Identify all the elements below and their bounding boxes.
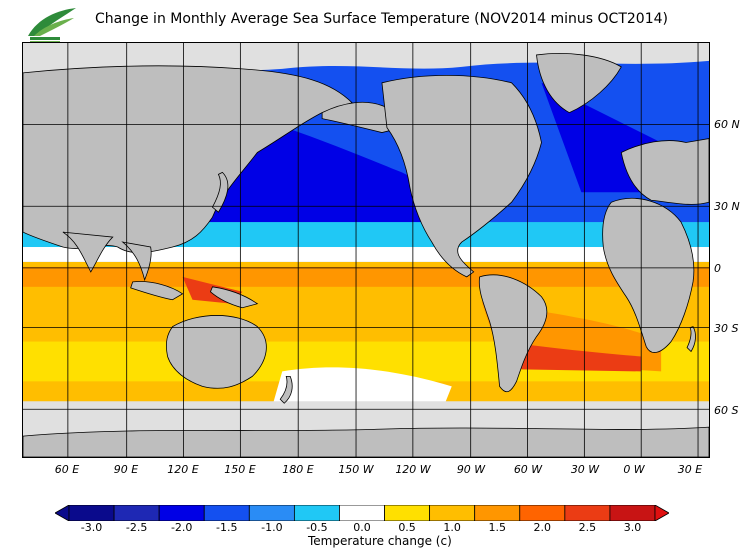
colorbar-tick-label: 0.5 xyxy=(398,521,416,534)
sst-change-map xyxy=(22,42,710,458)
lon-label-60e: 60 E xyxy=(54,463,80,476)
lat-label-60s: 60 S xyxy=(714,404,739,417)
colorbar-tick-label: 2.5 xyxy=(578,521,597,534)
colorbar-tick-label: -0.5 xyxy=(306,521,328,534)
lon-label-90e: 90 E xyxy=(113,463,139,476)
colorbar-swatch xyxy=(113,505,160,521)
lat-label-60n: 60 N xyxy=(714,118,740,131)
colorbar-swatch xyxy=(293,505,340,521)
colorbar-swatch xyxy=(68,505,115,521)
colorbar-swatch xyxy=(203,505,250,521)
lon-label-90w: 90 W xyxy=(456,463,486,476)
lat-label-30n: 30 N xyxy=(714,200,740,213)
colorbar-tick-label: -2.5 xyxy=(125,521,148,534)
map-title: Change in Monthly Average Sea Surface Te… xyxy=(95,11,668,27)
colorbar-tick-label: -1.5 xyxy=(216,521,238,534)
colorbar-swatch xyxy=(429,505,476,521)
colorbar-swatch xyxy=(158,505,205,521)
colorbar-tick-label: -1.0 xyxy=(261,521,283,534)
colorbar-label: Temperature change (c) xyxy=(308,534,452,548)
lon-label-180e: 180 E xyxy=(282,463,314,476)
colorbar-swatch xyxy=(519,505,566,521)
lon-label-150w: 150 W xyxy=(338,463,374,476)
agency-logo xyxy=(28,8,76,43)
colorbar xyxy=(55,505,669,521)
colorbar-tick-label: 3.0 xyxy=(623,521,642,534)
colorbar-tick-label: 1.5 xyxy=(488,521,506,534)
colorbar-tick-label: -2.0 xyxy=(170,521,193,534)
lon-label-30e: 30 E xyxy=(677,463,703,476)
lon-label-150e: 150 E xyxy=(224,463,256,476)
colorbar-swatch xyxy=(609,505,656,521)
lon-label-30w: 30 W xyxy=(570,463,600,476)
colorbar-tick-label: 0.0 xyxy=(353,521,371,534)
lon-label-120e: 120 E xyxy=(167,463,199,476)
colorbar-tick-label: 1.0 xyxy=(443,521,461,534)
colorbar-arrow-low xyxy=(55,505,70,521)
colorbar-swatch xyxy=(339,505,385,521)
colorbar-arrow-high xyxy=(654,505,669,521)
colorbar-swatch xyxy=(384,505,431,521)
colorbar-swatch xyxy=(564,505,611,521)
lat-label-30s: 30 S xyxy=(714,322,739,335)
lon-label-120w: 120 W xyxy=(395,463,431,476)
colorbar-tick-label: -3.0 xyxy=(80,521,103,534)
colorbar-swatch xyxy=(474,505,521,521)
colorbar-swatch xyxy=(248,505,295,521)
colorbar-tick-label: 2.0 xyxy=(533,521,552,534)
lon-label-60w: 60 W xyxy=(513,463,543,476)
lat-label-equator: 0 xyxy=(714,262,721,275)
lon-label-0w: 0 W xyxy=(623,463,645,476)
